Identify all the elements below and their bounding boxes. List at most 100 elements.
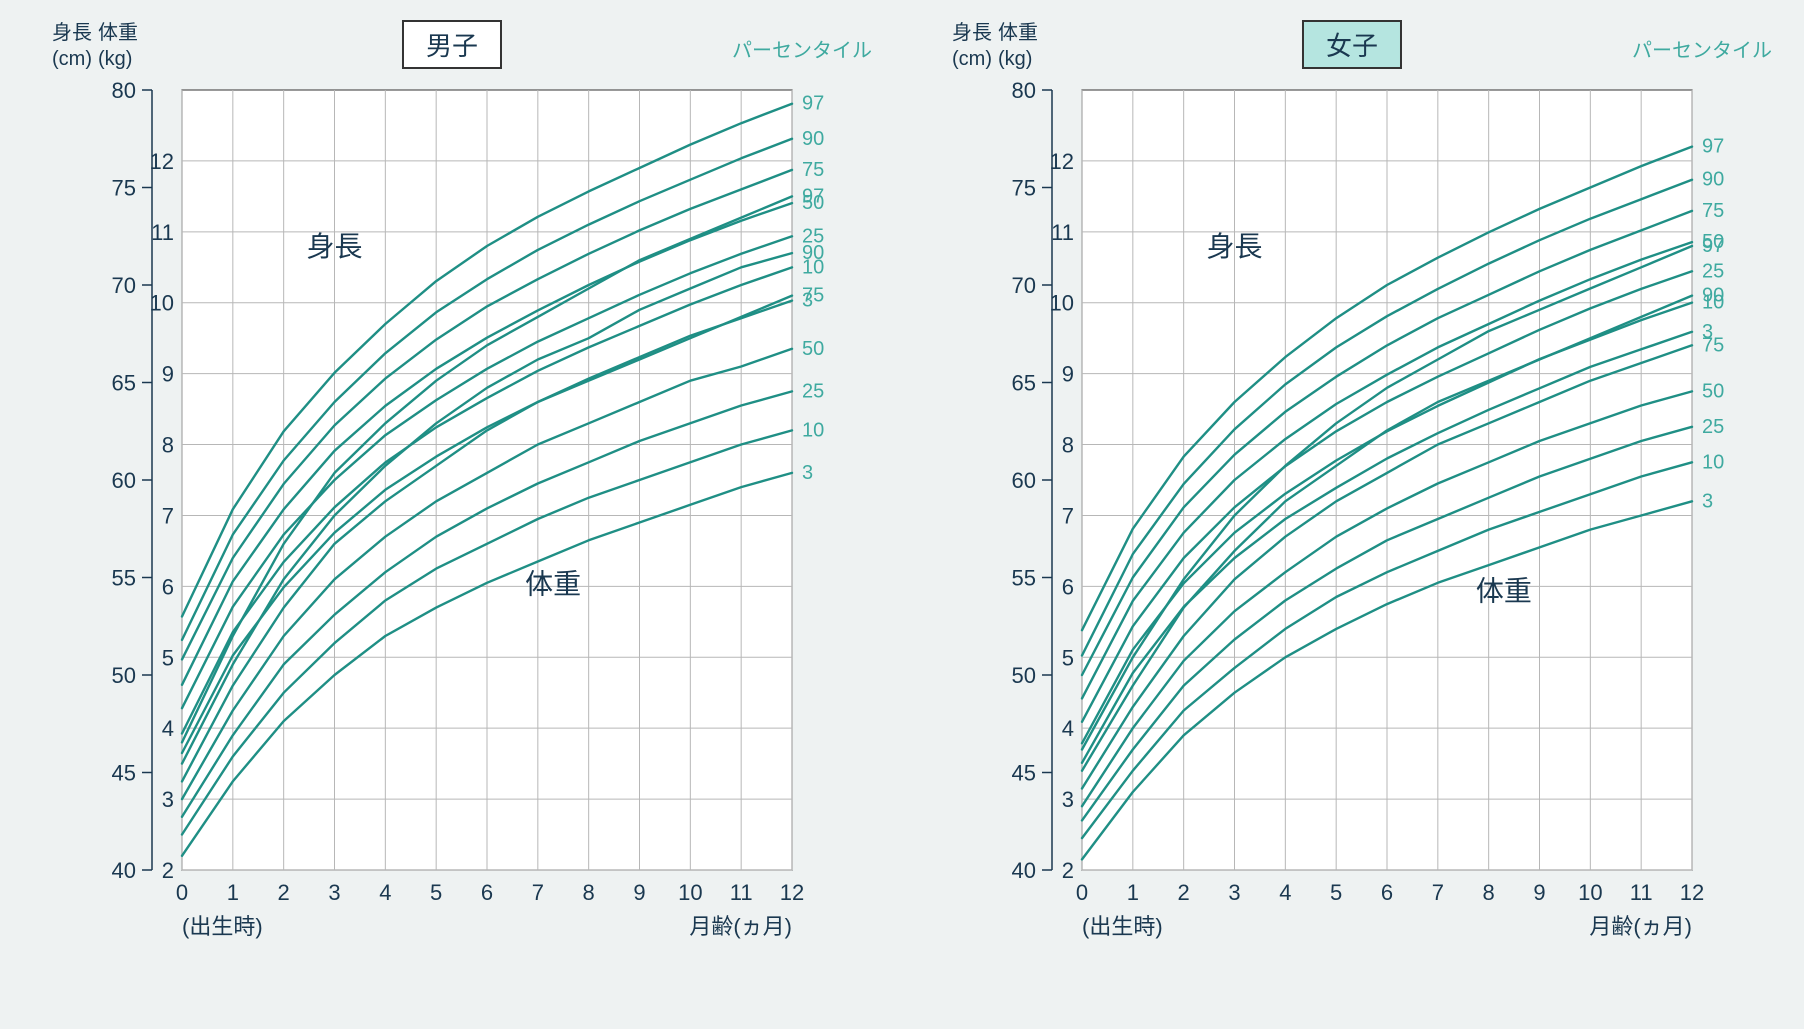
svg-text:75: 75 [802, 159, 824, 181]
svg-text:身長: 身長 [1206, 231, 1262, 262]
svg-text:2: 2 [278, 880, 290, 905]
svg-text:3: 3 [1062, 787, 1074, 812]
svg-text:8: 8 [1483, 880, 1495, 905]
svg-text:10: 10 [802, 419, 824, 441]
svg-text:3: 3 [162, 787, 174, 812]
svg-text:12: 12 [780, 880, 804, 905]
svg-text:6: 6 [481, 880, 493, 905]
weight-axis-title: 体重 [998, 20, 1038, 46]
svg-text:65: 65 [1012, 371, 1036, 396]
svg-text:10: 10 [678, 880, 702, 905]
svg-text:6: 6 [1381, 880, 1393, 905]
svg-text:50: 50 [1012, 663, 1036, 688]
boys-panel: 身長 (cm) 体重 (kg) 男子 パーセンタイル 0123456789101… [32, 30, 872, 990]
chart-title-girls: 女子 [1302, 20, 1402, 69]
svg-text:(出生時): (出生時) [1082, 914, 1163, 939]
svg-text:97: 97 [1702, 136, 1724, 158]
svg-text:25: 25 [1702, 416, 1724, 438]
svg-text:12: 12 [150, 149, 174, 174]
svg-text:5: 5 [1330, 880, 1342, 905]
svg-text:80: 80 [1012, 78, 1036, 103]
svg-text:6: 6 [1062, 574, 1074, 599]
svg-text:90: 90 [1702, 169, 1724, 191]
svg-text:90: 90 [1702, 285, 1724, 307]
boys-chart-svg: 0123456789101112404550556065707580234567… [32, 30, 872, 990]
weight-axis-unit: (kg) [98, 46, 138, 72]
svg-text:10: 10 [150, 291, 174, 316]
svg-text:10: 10 [1578, 880, 1602, 905]
svg-text:10: 10 [1702, 451, 1724, 473]
svg-text:40: 40 [112, 858, 136, 883]
percentile-header: パーセンタイル [732, 34, 872, 63]
charts-container: 身長 (cm) 体重 (kg) 男子 パーセンタイル 0123456789101… [0, 0, 1804, 1010]
axis-header: 身長 (cm) 体重 (kg) [52, 20, 138, 72]
svg-text:97: 97 [802, 185, 824, 207]
svg-text:11: 11 [1051, 220, 1074, 245]
svg-text:10: 10 [1050, 291, 1074, 316]
weight-axis-title: 体重 [98, 20, 138, 46]
axis-header: 身長 (cm) 体重 (kg) [952, 20, 1038, 72]
svg-text:(出生時): (出生時) [182, 914, 263, 939]
svg-text:4: 4 [1062, 716, 1074, 741]
svg-text:40: 40 [1012, 858, 1036, 883]
svg-text:2: 2 [162, 858, 174, 883]
height-axis-title: 身長 [52, 20, 92, 46]
svg-text:12: 12 [1680, 880, 1704, 905]
svg-text:月齢(ヵ月): 月齢(ヵ月) [1589, 914, 1692, 939]
svg-text:4: 4 [162, 716, 174, 741]
svg-text:97: 97 [1702, 235, 1724, 257]
svg-text:11: 11 [730, 880, 753, 905]
svg-text:7: 7 [162, 503, 174, 528]
svg-text:8: 8 [583, 880, 595, 905]
svg-text:97: 97 [802, 93, 824, 115]
svg-text:55: 55 [1012, 566, 1036, 591]
chart-title-boys: 男子 [402, 20, 502, 69]
svg-text:3: 3 [1228, 880, 1240, 905]
svg-text:8: 8 [162, 433, 174, 458]
svg-text:90: 90 [802, 242, 824, 264]
percentile-header: パーセンタイル [1632, 34, 1772, 63]
height-axis-unit: (cm) [52, 46, 92, 72]
svg-text:7: 7 [532, 880, 544, 905]
svg-text:0: 0 [1076, 880, 1088, 905]
svg-text:1: 1 [1127, 880, 1139, 905]
svg-text:体重: 体重 [525, 568, 581, 599]
svg-text:65: 65 [112, 371, 136, 396]
svg-text:2: 2 [1178, 880, 1190, 905]
svg-text:5: 5 [430, 880, 442, 905]
svg-text:50: 50 [802, 338, 824, 360]
svg-text:8: 8 [1062, 433, 1074, 458]
svg-text:75: 75 [1702, 334, 1724, 356]
svg-text:4: 4 [379, 880, 391, 905]
svg-text:11: 11 [1630, 880, 1653, 905]
svg-text:体重: 体重 [1476, 576, 1532, 607]
svg-text:60: 60 [112, 468, 136, 493]
girls-panel: 身長 (cm) 体重 (kg) 女子 パーセンタイル 0123456789101… [932, 30, 1772, 990]
svg-text:50: 50 [112, 663, 136, 688]
svg-text:5: 5 [162, 645, 174, 670]
svg-text:70: 70 [112, 273, 136, 298]
svg-text:1: 1 [227, 880, 239, 905]
svg-text:60: 60 [1012, 468, 1036, 493]
svg-text:4: 4 [1279, 880, 1291, 905]
svg-text:7: 7 [1432, 880, 1444, 905]
svg-text:25: 25 [1702, 260, 1724, 282]
svg-text:80: 80 [112, 78, 136, 103]
height-axis-unit: (cm) [952, 46, 992, 72]
svg-text:11: 11 [151, 220, 174, 245]
height-axis-title: 身長 [952, 20, 992, 46]
svg-text:9: 9 [633, 880, 645, 905]
svg-text:3: 3 [802, 462, 813, 484]
svg-text:55: 55 [112, 566, 136, 591]
weight-axis-unit: (kg) [998, 46, 1038, 72]
svg-text:70: 70 [1012, 273, 1036, 298]
svg-text:12: 12 [1050, 149, 1074, 174]
svg-text:2: 2 [1062, 858, 1074, 883]
svg-text:5: 5 [1062, 645, 1074, 670]
svg-text:75: 75 [802, 285, 824, 307]
svg-text:45: 45 [112, 761, 136, 786]
girls-chart-svg: 0123456789101112404550556065707580234567… [932, 30, 1772, 990]
svg-text:身長: 身長 [306, 231, 362, 262]
svg-text:50: 50 [1702, 380, 1724, 402]
svg-text:90: 90 [802, 128, 824, 150]
